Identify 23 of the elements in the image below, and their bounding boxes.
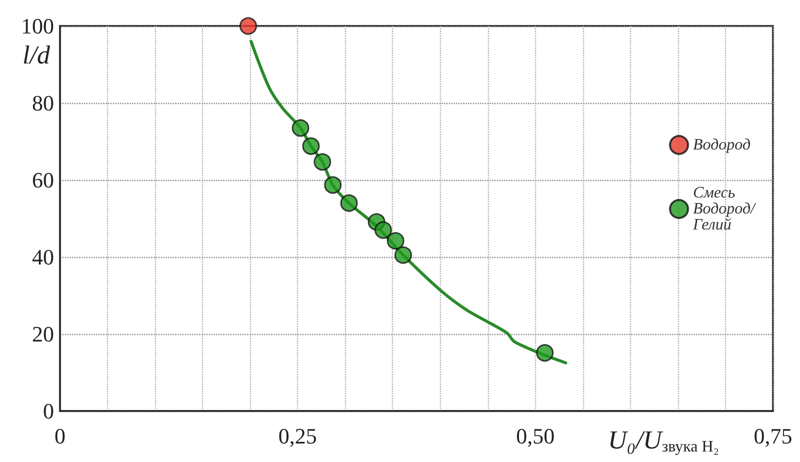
legend-label: Смесь Водород/Гелий	[692, 184, 757, 234]
y-tick-label: 80	[32, 90, 54, 116]
line-series	[250, 40, 568, 364]
y-tick-label: 0	[43, 398, 54, 424]
legend-label: Водород	[693, 136, 751, 154]
y-tick-label: 20	[32, 322, 54, 346]
y-tick-label: 60	[32, 168, 54, 192]
point	[324, 176, 342, 194]
point	[340, 194, 358, 212]
point	[240, 17, 257, 35]
x-tick-label: 0,75	[754, 424, 792, 448]
x-tick-label: 0,25	[278, 424, 317, 448]
y-tick-label: 40	[32, 244, 54, 270]
x-tick-label: 0,50	[516, 424, 555, 448]
y-tick-label: 100	[21, 14, 54, 38]
point	[536, 344, 554, 362]
point	[386, 232, 404, 250]
point	[302, 137, 320, 155]
point	[314, 153, 332, 171]
point	[374, 221, 392, 239]
point	[394, 246, 412, 264]
y-axis-title: l/d	[22, 40, 51, 70]
point	[292, 119, 310, 137]
